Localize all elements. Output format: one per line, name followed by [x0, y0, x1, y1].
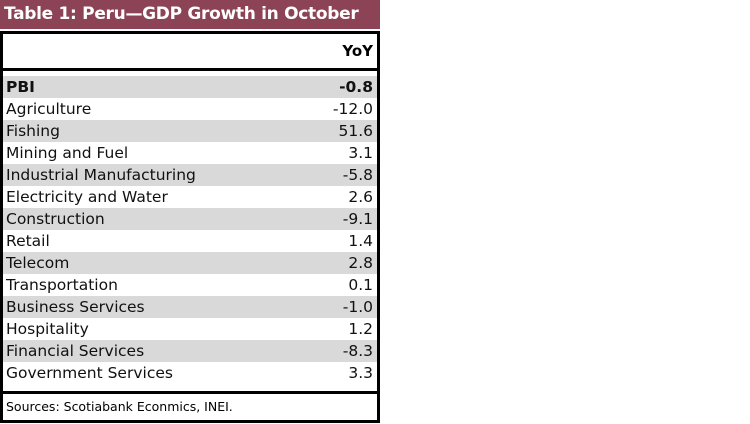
table-row: Electricity and Water 2.6 — [3, 186, 377, 208]
table-title: Table 1: Peru—GDP Growth in October — [0, 0, 380, 29]
row-label: PBI — [6, 78, 35, 96]
row-value: 1.4 — [348, 232, 373, 250]
source-note: Sources: Scotiabank Econmics, INEI. — [3, 391, 377, 420]
row-value: -5.8 — [342, 166, 373, 184]
table-row: Mining and Fuel 3.1 — [3, 142, 377, 164]
row-label: Electricity and Water — [6, 188, 168, 206]
table-row: Fishing 51.6 — [3, 120, 377, 142]
row-label: Telecom — [6, 254, 70, 272]
row-label: Fishing — [6, 122, 60, 140]
column-header-yoy: YoY — [342, 42, 373, 60]
row-value: -0.8 — [339, 78, 373, 96]
row-label: Retail — [6, 232, 50, 250]
row-value: -12.0 — [332, 100, 373, 118]
table-row: Construction -9.1 — [3, 208, 377, 230]
row-label: Agriculture — [6, 100, 92, 118]
row-label: Business Services — [6, 298, 145, 316]
row-label: Industrial Manufacturing — [6, 166, 196, 184]
table-row: Agriculture -12.0 — [3, 98, 377, 120]
table-row: Government Services 3.3 — [3, 362, 377, 384]
row-value: 3.1 — [348, 144, 373, 162]
row-label: Financial Services — [6, 342, 145, 360]
table-header: YoY — [3, 34, 377, 71]
row-value: 3.3 — [348, 364, 373, 382]
table-row: Hospitality 1.2 — [3, 318, 377, 340]
table-row: Telecom 2.8 — [3, 252, 377, 274]
gdp-table: YoY PBI -0.8 Agriculture -12.0 Fishing 51.6 Mi… — [0, 31, 380, 423]
row-value: 2.6 — [348, 188, 373, 206]
row-value: -1.0 — [342, 298, 373, 316]
table-row: Transportation 0.1 — [3, 274, 377, 296]
row-label: Hospitality — [6, 320, 89, 338]
table-row: Business Services -1.0 — [3, 296, 377, 318]
table-row: Industrial Manufacturing -5.8 — [3, 164, 377, 186]
table-row: Financial Services -8.3 — [3, 340, 377, 362]
row-value: -9.1 — [342, 210, 373, 228]
table-row: Retail 1.4 — [3, 230, 377, 252]
row-value: 2.8 — [348, 254, 373, 272]
row-value: 1.2 — [348, 320, 373, 338]
table-row: PBI -0.8 — [3, 76, 377, 98]
row-value: 0.1 — [348, 276, 373, 294]
row-label: Government Services — [6, 364, 173, 382]
row-label: Transportation — [6, 276, 118, 294]
row-value: -8.3 — [342, 342, 373, 360]
row-value: 51.6 — [338, 122, 373, 140]
row-label: Mining and Fuel — [6, 144, 129, 162]
row-label: Construction — [6, 210, 105, 228]
table-body: PBI -0.8 Agriculture -12.0 Fishing 51.6 Mining… — [3, 76, 377, 384]
